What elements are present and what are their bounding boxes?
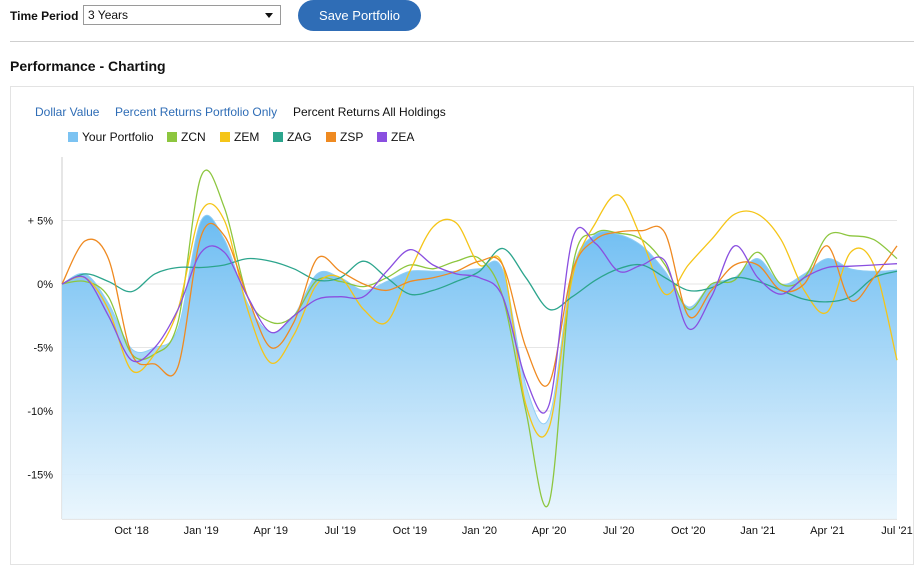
y-tick-label: 0% xyxy=(37,279,53,291)
legend-swatch xyxy=(220,132,230,142)
legend-item-zea: ZEA xyxy=(377,130,414,144)
x-tick-label: Oct '19 xyxy=(393,525,428,537)
x-tick-label: Jan '20 xyxy=(462,525,497,537)
divider xyxy=(10,41,914,42)
performance-chart: + 5% 0% -5% -10% -15% Oct '18 Jan '19 Apr '19 Ju… xyxy=(27,130,912,537)
legend-label: ZSP xyxy=(340,130,363,144)
save-portfolio-button[interactable]: Save Portfolio xyxy=(298,0,421,31)
legend-swatch xyxy=(273,132,283,142)
series-line-zcn xyxy=(61,169,898,507)
legend-item-zag: ZAG xyxy=(273,130,312,144)
legend-swatch xyxy=(68,132,78,142)
y-tick-label: -5% xyxy=(33,343,53,355)
x-tick-label: Jul '19 xyxy=(325,525,356,537)
legend-swatch xyxy=(377,132,387,142)
x-tick-label: Jan '21 xyxy=(740,525,775,537)
chevron-down-icon xyxy=(265,13,273,18)
legend-label: ZEA xyxy=(391,130,414,144)
x-tick-label: Jul '21 xyxy=(881,525,912,537)
x-tick-label: Apr '20 xyxy=(532,525,567,537)
y-tick-label: + 5% xyxy=(28,216,54,228)
tab-percent-returns-portfolio[interactable]: Percent Returns Portfolio Only xyxy=(115,105,278,119)
series-area-your-portfolio xyxy=(62,215,897,519)
legend-item-zem: ZEM xyxy=(220,130,259,144)
time-period-select[interactable]: 3 Years xyxy=(83,5,281,25)
series-line-zea xyxy=(61,226,898,414)
legend-swatch xyxy=(167,132,177,142)
x-tick-label: Oct '18 xyxy=(114,525,149,537)
legend-label: ZCN xyxy=(181,130,206,144)
legend-item-zcn: ZCN xyxy=(167,130,206,144)
x-tick-label: Oct '20 xyxy=(671,525,706,537)
y-tick-label: -15% xyxy=(27,470,53,482)
tab-dollar-value[interactable]: Dollar Value xyxy=(35,105,100,119)
x-tick-label: Apr '19 xyxy=(253,525,288,537)
tab-percent-returns-all[interactable]: Percent Returns All Holdings xyxy=(293,105,446,119)
x-tick-label: Apr '21 xyxy=(810,525,845,537)
series-line-zag xyxy=(61,247,898,311)
legend-label: Your Portfolio xyxy=(82,130,154,144)
time-period-label: Time Period xyxy=(10,9,79,23)
legend-item-zsp: ZSP xyxy=(326,130,363,144)
time-period-value: 3 Years xyxy=(88,8,129,22)
x-tick-label: Jan '19 xyxy=(184,525,219,537)
legend-label: ZAG xyxy=(287,130,312,144)
legend-item-your-portfolio: Your Portfolio xyxy=(68,130,154,144)
series-line-zsp xyxy=(61,222,898,387)
chart-panel: Dollar Value Percent Returns Portfolio O… xyxy=(10,86,914,565)
y-tick-label: -10% xyxy=(27,406,53,418)
legend-swatch xyxy=(326,132,336,142)
x-tick-label: Jul '20 xyxy=(603,525,634,537)
toolbar: Time Period 3 Years Save Portfolio xyxy=(0,0,924,42)
legend-label: ZEM xyxy=(234,130,259,144)
section-title: Performance - Charting xyxy=(10,58,166,74)
